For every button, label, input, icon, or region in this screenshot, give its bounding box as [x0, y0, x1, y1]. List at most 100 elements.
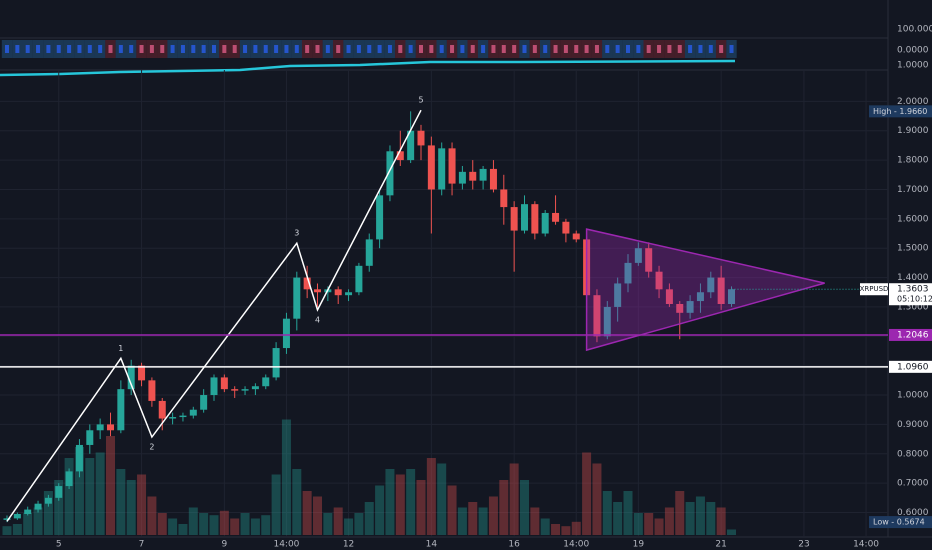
- volume-bar: [354, 513, 364, 535]
- y-tick-label: 2.0000: [897, 97, 929, 107]
- indicator-tick: [429, 45, 434, 53]
- volume-bar: [551, 524, 561, 535]
- indicator-tick: [367, 45, 372, 53]
- indicator-tick: [356, 45, 361, 53]
- indicator-tick: [522, 45, 527, 53]
- indicator-tick: [253, 45, 258, 53]
- candle-body: [241, 389, 249, 391]
- indicator-tick: [170, 45, 175, 53]
- indicator-label: 1.0000: [897, 61, 929, 71]
- volume-bar: [406, 469, 416, 535]
- indicator-tick: [615, 45, 620, 53]
- candle-body: [655, 271, 663, 290]
- candle-body: [303, 277, 311, 290]
- indicator-tick: [543, 45, 548, 53]
- candle-body: [282, 318, 290, 349]
- last-price-label: 1.3603: [897, 285, 929, 295]
- indicator-tick: [56, 45, 61, 53]
- volume-bar: [95, 452, 105, 535]
- candle-body: [148, 380, 156, 401]
- indicator-tick: [439, 45, 444, 53]
- volume-bar: [43, 491, 53, 535]
- volume-bar: [561, 526, 571, 535]
- y-tick-label: 0.8000: [897, 449, 929, 459]
- candle-body: [117, 389, 125, 431]
- volume-bar: [281, 419, 291, 535]
- countdown-label: 05:10:12: [897, 295, 932, 304]
- candle-body: [13, 513, 21, 519]
- indicator-tick: [512, 45, 517, 53]
- indicator-tick: [419, 45, 423, 53]
- volume-bar: [478, 507, 488, 535]
- volume-bar: [230, 518, 240, 535]
- candle-body: [86, 430, 94, 445]
- marker-label: Low - 0.5674: [873, 518, 925, 527]
- symbol-box: [860, 283, 888, 296]
- y-tick-label: 1.8000: [897, 156, 929, 166]
- y-tick-label: 0.6000: [897, 508, 929, 518]
- volume-bar: [571, 521, 581, 535]
- x-tick-label: 16: [508, 540, 520, 550]
- x-tick-label: 9: [221, 540, 227, 550]
- volume-bar: [437, 463, 447, 535]
- indicator-tick: [698, 45, 703, 53]
- indicator-tick: [605, 45, 610, 53]
- volume-bar: [540, 518, 550, 535]
- indicator-tick: [118, 45, 123, 53]
- indicator-tick: [491, 45, 496, 53]
- candle-body: [138, 365, 146, 381]
- candle-body: [427, 145, 435, 190]
- indicator-tick: [460, 45, 465, 53]
- indicator-tick: [139, 45, 144, 53]
- volume-bar: [592, 463, 602, 535]
- wave-line: [6, 109, 422, 522]
- indicator-tick: [574, 45, 579, 53]
- candle-body: [65, 471, 73, 487]
- candle-body: [396, 151, 404, 161]
- candle-body: [645, 248, 653, 272]
- indicator-tick: [25, 45, 30, 53]
- indicator-tick: [180, 45, 185, 53]
- candle-body: [220, 377, 228, 390]
- indicator-tick: [67, 45, 72, 53]
- volume-bar: [509, 463, 519, 535]
- indicator-tick: [387, 45, 392, 53]
- indicator-line: [0, 59, 736, 77]
- volume-bar: [261, 515, 271, 535]
- candle-body: [634, 248, 642, 263]
- candle-body: [189, 409, 197, 416]
- candle-body: [728, 289, 735, 304]
- indicator-tick: [87, 45, 92, 53]
- wave-label: 2: [149, 443, 154, 452]
- volume-bar: [74, 447, 84, 535]
- volume-bar: [416, 480, 426, 535]
- candle-body: [572, 233, 580, 240]
- candle-body: [593, 295, 601, 337]
- volume-bar: [654, 518, 664, 535]
- candle-body: [272, 348, 280, 378]
- volume-bar: [199, 513, 209, 535]
- indicator-label: 0.0000: [897, 46, 929, 56]
- volume-bar: [695, 496, 705, 535]
- candle-body: [469, 171, 477, 181]
- candle-body: [686, 301, 694, 313]
- candle-body: [75, 444, 83, 472]
- level-box: [889, 328, 932, 341]
- volume-bar: [157, 513, 167, 535]
- volume-bar: [644, 513, 654, 535]
- candle-body: [665, 289, 673, 304]
- volume-bar: [426, 458, 436, 535]
- volume-bar: [488, 496, 498, 535]
- y-tick-label: 1.5000: [897, 244, 929, 254]
- indicator-tick: [201, 45, 206, 53]
- indicator-tick: [719, 45, 724, 53]
- candle-body: [231, 389, 239, 391]
- indicator-tick: [98, 45, 103, 53]
- candle-body: [55, 486, 63, 498]
- candle-body: [127, 365, 135, 390]
- volume-bar: [302, 491, 312, 535]
- indicator-tick: [232, 45, 237, 53]
- indicator-tick: [563, 45, 568, 53]
- indicator-tick: [325, 45, 330, 53]
